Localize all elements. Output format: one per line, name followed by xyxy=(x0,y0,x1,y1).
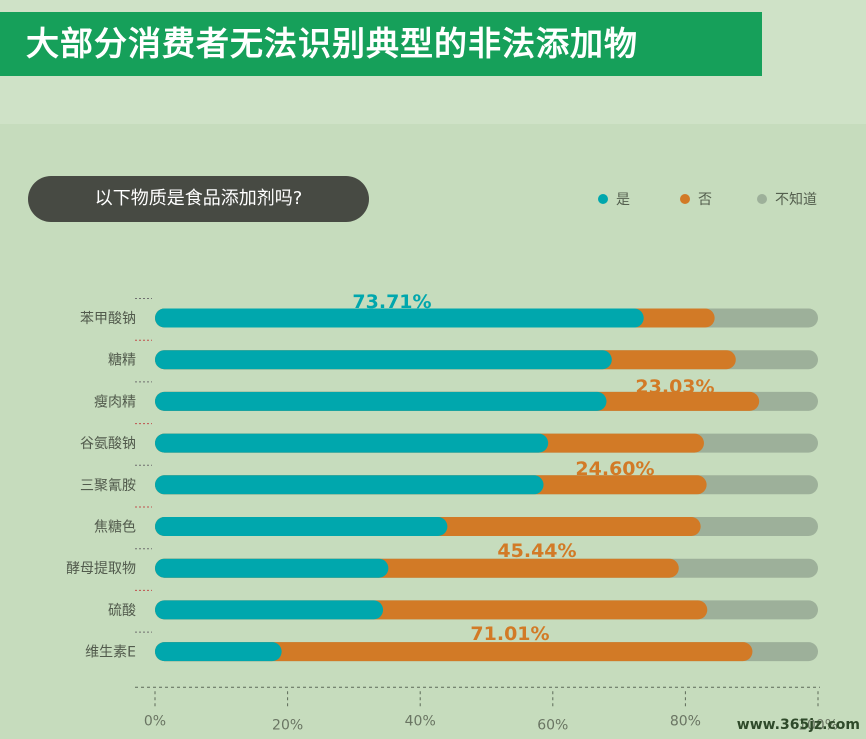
category-label: 酵母提取物 xyxy=(66,561,136,577)
data-label: 24.60% xyxy=(575,458,654,480)
data-label: 23.03% xyxy=(635,376,714,398)
data-label: 71.01% xyxy=(470,623,549,645)
category-label: 硫酸 xyxy=(108,603,136,619)
legend-label-yes: 是 xyxy=(616,192,630,208)
bar-segment-yes xyxy=(155,517,448,536)
legend-item-unknown: 不知道 xyxy=(757,189,817,209)
bar-segment-yes xyxy=(155,391,607,411)
x-tick-label: 20% xyxy=(272,717,303,733)
bar-segment-yes xyxy=(155,433,549,453)
watermark: www.365jz.com xyxy=(736,717,860,733)
category-label: 维生素E xyxy=(85,645,136,661)
legend-label-no: 否 xyxy=(698,192,712,208)
category-label: 苯甲酸钠 xyxy=(80,310,136,327)
x-tick-label: 100% xyxy=(798,717,838,733)
data-label: 45.44% xyxy=(497,540,576,562)
data-label: 73.71% xyxy=(352,291,431,313)
bar-segment-yes xyxy=(155,350,612,370)
legend-label-unknown: 不知道 xyxy=(775,192,817,208)
category-label: 焦糖色 xyxy=(94,519,136,536)
legend-item-no: 否 xyxy=(680,189,712,209)
bar-segment-yes xyxy=(155,558,389,578)
question-label: 以下物质是食品添加剂吗? xyxy=(28,176,369,222)
x-tick-label: 0% xyxy=(144,713,166,729)
bar-segment-no xyxy=(155,642,753,662)
x-tick-label: 80% xyxy=(670,713,701,729)
bar-segment-yes xyxy=(155,642,282,662)
bar-segment-yes xyxy=(155,475,544,495)
category-label: 谷氨酸钠 xyxy=(80,436,136,452)
legend-item-yes: 是 xyxy=(598,189,630,209)
legend-dot-yes xyxy=(598,194,608,204)
x-tick-label: 60% xyxy=(537,717,568,733)
x-tick-label: 40% xyxy=(405,713,436,729)
page-title: 大部分消费者无法识别典型的非法添加物 xyxy=(0,12,762,76)
legend-dot-unknown xyxy=(757,194,767,204)
bar-segment-yes xyxy=(155,600,384,620)
category-label: 瘦肉精 xyxy=(94,393,136,410)
legend-dot-no xyxy=(680,194,690,204)
category-label: 糖精 xyxy=(108,353,136,369)
bar-segment-yes xyxy=(155,308,644,328)
category-label: 三聚氰胺 xyxy=(80,478,136,494)
